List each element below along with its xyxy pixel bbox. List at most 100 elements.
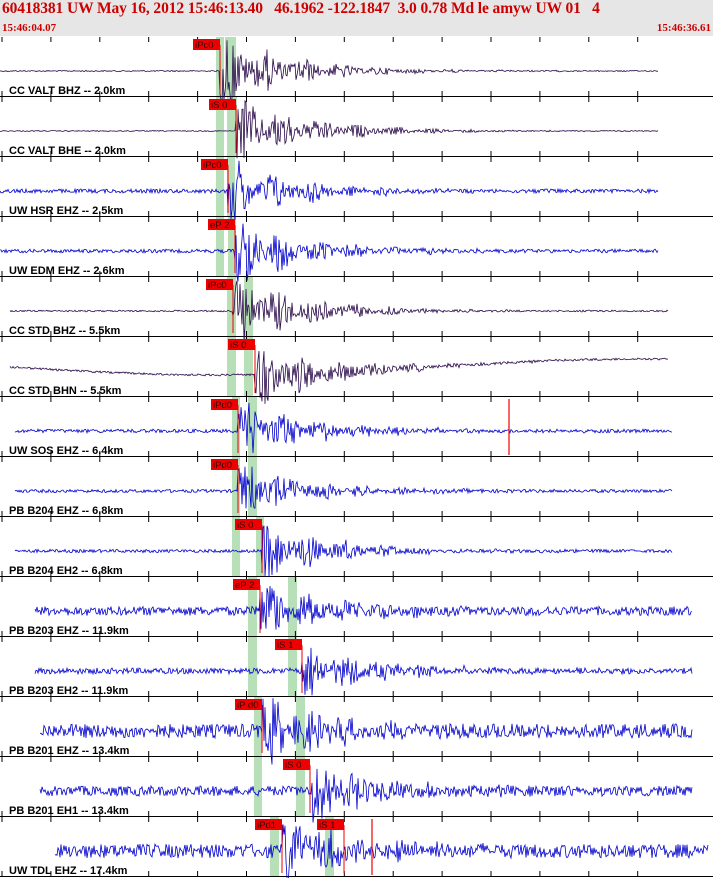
waveform bbox=[34, 647, 693, 696]
station-label: CC VALT BHE -- 2.0km bbox=[9, 145, 126, 157]
event-header: 60418381 UW May 16, 2012 15:46:13.40 46.… bbox=[0, 0, 713, 36]
event-title: 60418381 UW May 16, 2012 15:46:13.40 46.… bbox=[2, 0, 600, 17]
station-label: PB B201 EH1 -- 13.4km bbox=[9, 805, 129, 817]
waveform bbox=[14, 525, 673, 578]
trace-row: iPc0 CC VALT BHZ -- 2.0km bbox=[0, 37, 713, 104]
pick-box bbox=[211, 459, 238, 470]
trace-row: iS 0 CC STD BHN -- 5.5km bbox=[0, 337, 713, 404]
pick-label: iPc0 bbox=[195, 40, 213, 51]
pick-label: iS 0 bbox=[285, 760, 301, 771]
pick-window bbox=[244, 337, 253, 397]
pick-box bbox=[317, 819, 344, 830]
pick-box bbox=[209, 99, 236, 110]
trace-row: iPd0 PB B204 EHZ -- 6.8km bbox=[0, 457, 713, 517]
station-label: UW EDM EHZ -- 2.6km bbox=[9, 265, 125, 277]
station-label: CC VALT BHZ -- 2.0km bbox=[9, 85, 126, 97]
waveform bbox=[39, 698, 693, 765]
pick-box bbox=[235, 519, 262, 530]
waveform bbox=[9, 351, 669, 404]
end-time-label: 15:46:36.61 bbox=[656, 22, 711, 34]
pick-window bbox=[232, 397, 240, 457]
pick-box bbox=[211, 399, 238, 410]
pick-box bbox=[206, 279, 233, 290]
pick-window bbox=[244, 277, 253, 337]
pick-box bbox=[193, 39, 220, 50]
trace-row: iS 0 CC VALT BHE -- 2.0km bbox=[0, 97, 713, 159]
pick-box bbox=[255, 819, 282, 830]
station-label: UW HSR EHZ -- 2.5km bbox=[9, 205, 124, 217]
pick-label: iPc0 bbox=[203, 160, 221, 171]
pick-window bbox=[227, 337, 236, 397]
pick-window bbox=[216, 157, 224, 217]
pick-label-secondary: iS 1 bbox=[319, 820, 335, 831]
waveform bbox=[34, 585, 693, 630]
waveform bbox=[0, 40, 659, 104]
start-time-label: 15:46:04.07 bbox=[2, 22, 57, 34]
waveform bbox=[9, 280, 669, 342]
pick-label: iPd1 bbox=[257, 820, 276, 831]
pick-window bbox=[228, 217, 236, 277]
pick-window bbox=[232, 457, 240, 517]
trace-row: iP d0 PB B201 EHZ -- 13.4km bbox=[0, 697, 713, 765]
station-label: CC STD BHZ -- 5.5km bbox=[9, 325, 120, 337]
pick-window bbox=[225, 37, 236, 97]
trace-row: iS 0 PB B201 EH1 -- 13.4km bbox=[0, 757, 713, 823]
pick-label: iS 0 bbox=[211, 100, 227, 111]
pick-box bbox=[208, 219, 235, 230]
waveform bbox=[14, 466, 673, 509]
pick-box bbox=[235, 699, 262, 710]
pick-label: iS 1 bbox=[277, 640, 293, 651]
station-label: PB B203 EH2 -- 11.9km bbox=[9, 685, 128, 697]
waveform bbox=[14, 402, 673, 454]
pick-window bbox=[256, 517, 264, 577]
station-label: PB B201 EHZ -- 13.4km bbox=[9, 745, 130, 757]
pick-window bbox=[270, 817, 279, 877]
pick-window bbox=[216, 217, 224, 277]
pick-window bbox=[288, 637, 297, 697]
pick-box bbox=[283, 759, 310, 770]
pick-label: iP d0 bbox=[237, 700, 258, 711]
pick-box bbox=[233, 579, 260, 590]
station-label: PB B204 EH2 -- 6.8km bbox=[9, 565, 123, 577]
pick-box bbox=[201, 159, 228, 170]
pick-window bbox=[227, 97, 237, 157]
pick-window bbox=[232, 517, 240, 577]
pick-window bbox=[254, 757, 262, 817]
trace-row: iS 1 PB B203 EH2 -- 11.9km bbox=[0, 637, 713, 697]
station-label: UW TDL EHZ -- 17.4km bbox=[9, 865, 128, 877]
trace-row: eP 2 PB B203 EHZ -- 11.9km bbox=[0, 577, 713, 637]
waveform bbox=[0, 160, 659, 220]
station-label: PB B204 EHZ -- 6.8km bbox=[9, 505, 124, 517]
pick-label: iPd0 bbox=[213, 400, 232, 411]
trace-row: eP 2 UW EDM EHZ -- 2.6km bbox=[0, 217, 713, 282]
pick-window bbox=[248, 397, 257, 457]
seismogram-panel: iPc0 CC VALT BHZ -- 2.0km iS 0 CC VALT BHE … bbox=[0, 37, 713, 878]
pick-box bbox=[275, 639, 302, 650]
pick-window bbox=[254, 697, 262, 757]
pick-label: iPc0 bbox=[208, 280, 226, 291]
waveform bbox=[0, 223, 659, 282]
pick-window bbox=[248, 637, 257, 697]
pick-window bbox=[227, 157, 235, 217]
station-label: CC STD BHN -- 5.5km bbox=[9, 385, 122, 397]
pick-window bbox=[227, 277, 236, 337]
pick-label: eP 2 bbox=[235, 580, 254, 591]
pick-window bbox=[216, 97, 224, 157]
waveform bbox=[0, 99, 659, 159]
pick-window bbox=[288, 577, 297, 637]
waveform bbox=[39, 768, 693, 823]
pick-label: iS 0 bbox=[237, 520, 253, 531]
station-label: UW SOS EHZ -- 6.4km bbox=[9, 445, 124, 457]
trace-row: iPd0 UW SOS EHZ -- 6.4km bbox=[0, 397, 713, 457]
trace-row: iS 0 PB B204 EH2 -- 6.8km bbox=[0, 517, 713, 578]
pick-box bbox=[228, 339, 255, 350]
pick-label: eP 2 bbox=[210, 220, 229, 231]
trace-row: iPc0 CC STD BHZ -- 5.5km bbox=[0, 277, 713, 342]
trace-row: iPc0 UW HSR EHZ -- 2.5km bbox=[0, 157, 713, 220]
pick-label: iS 0 bbox=[230, 340, 246, 351]
trace-row: iPd1 iS 1 UW TDL EHZ -- 17.4km bbox=[0, 817, 713, 878]
pick-label: iPd0 bbox=[213, 460, 232, 471]
waveform bbox=[54, 824, 709, 878]
pick-window bbox=[296, 757, 305, 817]
station-label: PB B203 EHZ -- 11.9km bbox=[9, 625, 129, 637]
